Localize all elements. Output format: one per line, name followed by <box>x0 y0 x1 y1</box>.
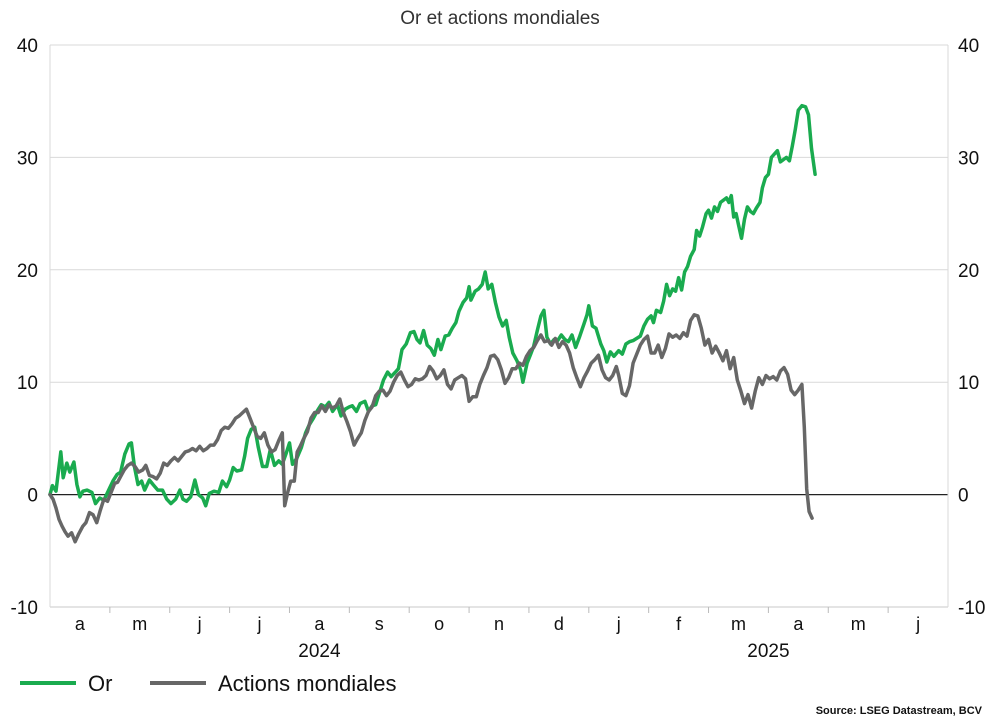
y-tick-label-left: -10 <box>11 598 38 619</box>
y-tick-label-left: 20 <box>17 261 38 282</box>
y-tick-label-left: 30 <box>17 148 38 169</box>
legend: Or Actions mondiales <box>20 671 397 696</box>
x-year-label: 2024 <box>298 641 341 662</box>
y-tick-label-right: 20 <box>958 261 979 282</box>
y-tick-label-right: -10 <box>958 598 985 619</box>
y-tick-label-right: 30 <box>958 148 979 169</box>
x-month-label: m <box>132 614 147 634</box>
x-month-label: j <box>915 614 920 634</box>
x-month-label: j <box>197 614 202 634</box>
legend-label-or: Or <box>88 671 112 696</box>
x-month-label: f <box>676 614 682 634</box>
source-note: Source: LSEG Datastream, BCV <box>816 705 983 717</box>
x-month-label: m <box>731 614 746 634</box>
x-month-label: d <box>554 614 564 634</box>
x-year-label: 2025 <box>747 641 789 662</box>
y-tick-label-left: 10 <box>17 373 38 394</box>
y-tick-label-right: 0 <box>958 486 969 507</box>
y-tick-label-right: 40 <box>958 36 979 57</box>
legend-label-actions-mondiales: Actions mondiales <box>218 671 397 696</box>
y-axis-right: -10 0 10 20 30 40 <box>958 36 985 619</box>
x-month-label: n <box>494 614 504 634</box>
x-month-label: j <box>257 614 262 634</box>
x-month-label: s <box>375 614 384 634</box>
x-month-label: j <box>616 614 621 634</box>
x-month-label: a <box>75 614 86 634</box>
y-axis-left: -10 0 10 20 30 40 <box>11 36 38 619</box>
series-line-actions-mondiales <box>48 313 814 544</box>
x-month-label: a <box>314 614 325 634</box>
y-tick-label-left: 40 <box>17 36 38 57</box>
y-tick-label-right: 10 <box>958 373 979 394</box>
series-line-or <box>48 103 817 508</box>
x-month-label: m <box>851 614 866 634</box>
chart-title: Or et actions mondiales <box>400 8 600 29</box>
x-month-label: o <box>434 614 444 634</box>
x-month-label: a <box>793 614 804 634</box>
x-axis: a m j j a s o n d j f m a m j 2024 2025 <box>75 607 920 662</box>
series-group <box>48 103 817 544</box>
y-tick-label-left: 0 <box>27 486 38 507</box>
gridlines <box>49 44 949 608</box>
